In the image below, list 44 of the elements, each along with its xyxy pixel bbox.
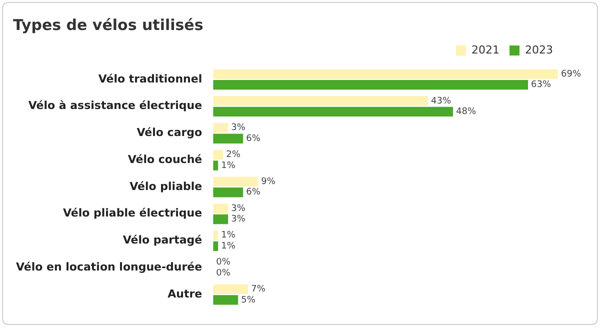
bar bbox=[213, 160, 218, 170]
bar bbox=[213, 214, 228, 224]
bar bbox=[213, 106, 454, 117]
y-tick-label: Vélo couché bbox=[128, 152, 202, 166]
data-label: 43% bbox=[431, 96, 452, 106]
data-label: 1% bbox=[221, 230, 236, 241]
y-tick-label: Vélo en location longue-durée bbox=[16, 260, 202, 274]
y-tick-label: Vélo pliable bbox=[130, 180, 202, 193]
bar bbox=[213, 134, 244, 144]
bar bbox=[213, 150, 224, 160]
data-label: 5% bbox=[241, 295, 256, 306]
bar bbox=[213, 69, 558, 79]
data-label: 1% bbox=[221, 242, 236, 252]
data-label: 3% bbox=[231, 214, 246, 225]
data-label: 7% bbox=[251, 284, 266, 295]
y-tick-label: Vélo traditionnel bbox=[98, 72, 202, 86]
y-tick-label: Vélo cargo bbox=[136, 126, 203, 140]
data-label: 1% bbox=[221, 160, 236, 171]
chart-title: Types de vélos utilisés bbox=[13, 16, 204, 34]
y-tick-label: Vélo à assistance électrique bbox=[28, 99, 202, 112]
y-tick-label: Vélo pliable électrique bbox=[62, 206, 202, 220]
y-tick-label: Autre bbox=[168, 287, 202, 300]
data-label: 69% bbox=[561, 69, 582, 80]
bar bbox=[213, 123, 228, 133]
data-label: 63% bbox=[531, 80, 552, 90]
data-label: 0% bbox=[216, 258, 231, 268]
data-label: 2% bbox=[226, 150, 241, 160]
bar bbox=[213, 284, 248, 294]
data-label: 3% bbox=[231, 204, 246, 214]
data-label: 48% bbox=[456, 107, 476, 118]
data-label: 6% bbox=[246, 134, 261, 144]
bar bbox=[213, 96, 428, 106]
data-label: 9% bbox=[261, 176, 276, 187]
data-label: 3% bbox=[231, 123, 246, 134]
bar bbox=[213, 80, 528, 90]
y-tick-label: Vélo partagé bbox=[122, 234, 202, 247]
legend-label: 2021 bbox=[472, 43, 500, 56]
bar bbox=[213, 176, 258, 186]
bar bbox=[213, 295, 238, 305]
bar bbox=[213, 204, 228, 214]
bar bbox=[213, 188, 244, 198]
data-label: 0% bbox=[216, 268, 231, 278]
data-label: 6% bbox=[246, 188, 261, 198]
legend-label: 2023 bbox=[525, 43, 554, 56]
